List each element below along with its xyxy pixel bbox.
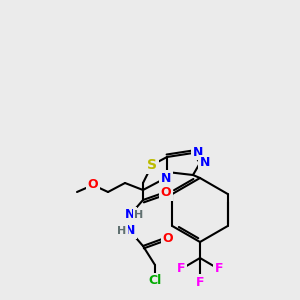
Text: Cl: Cl — [148, 274, 162, 287]
Text: N: N — [200, 157, 210, 169]
Text: H: H — [117, 226, 127, 236]
Text: O: O — [161, 187, 171, 200]
Text: N: N — [161, 172, 171, 184]
Text: S: S — [147, 158, 157, 172]
Text: F: F — [215, 262, 223, 275]
Text: N: N — [125, 224, 135, 238]
Text: N: N — [125, 208, 135, 221]
Text: F: F — [196, 275, 204, 289]
Text: O: O — [163, 232, 173, 244]
Text: H: H — [134, 210, 144, 220]
Text: F: F — [177, 262, 185, 275]
Text: O: O — [88, 178, 98, 190]
Text: N: N — [193, 146, 203, 158]
